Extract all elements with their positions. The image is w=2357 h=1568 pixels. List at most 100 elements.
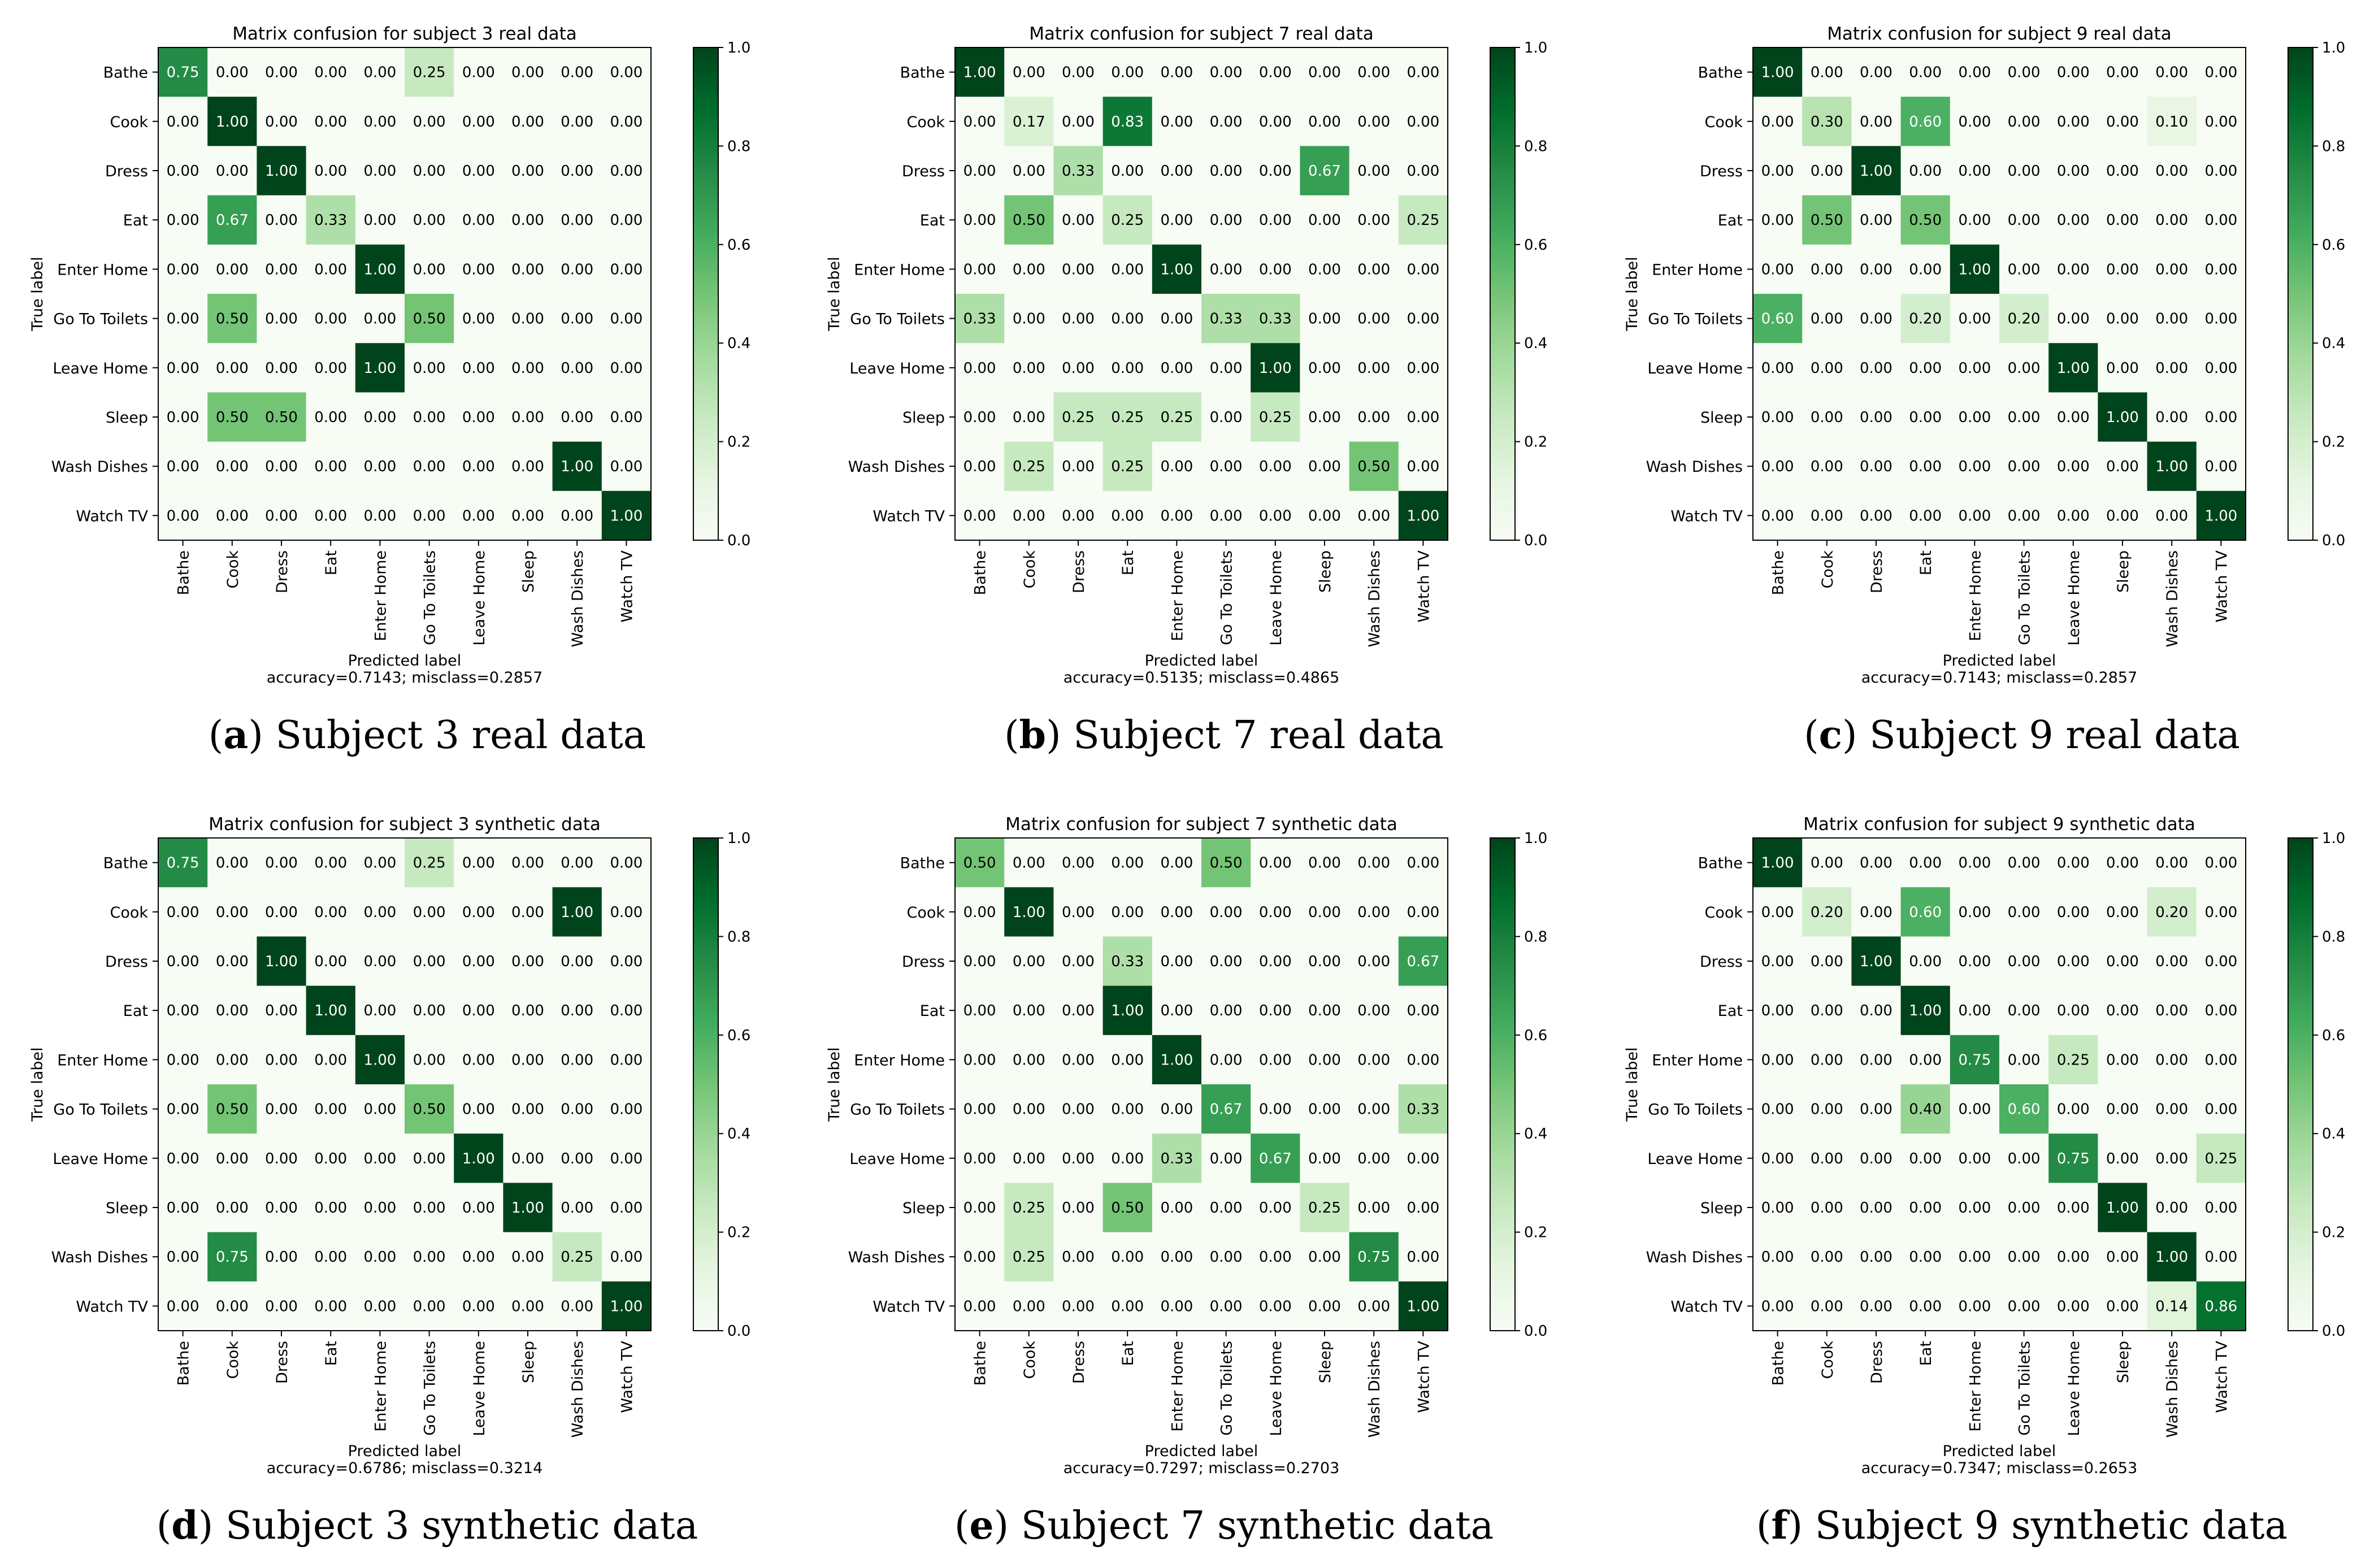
heatmap-cell	[158, 195, 208, 245]
cell-value-label: 0.00	[1357, 212, 1390, 229]
cell-value-label: 0.00	[1860, 904, 1892, 921]
heatmap-cell	[454, 1232, 503, 1282]
cell-value-label: 0.00	[265, 507, 298, 524]
cell-value-label: 0.00	[1062, 1298, 1095, 1315]
cell-value-label: 0.00	[2106, 507, 2139, 524]
cell-value-label: 0.00	[167, 458, 199, 475]
cell-value-label: 0.00	[1407, 1150, 1439, 1167]
cell-value-label: 0.00	[1308, 409, 1341, 426]
heatmap-cell	[257, 294, 307, 344]
cell-value-label: 0.00	[1062, 212, 1095, 229]
cell-value-label: 0.00	[1761, 1101, 1794, 1118]
cell-value-label: 0.00	[963, 1298, 996, 1315]
cell-value-label: 0.00	[963, 904, 996, 921]
heatmap-cell	[1053, 1133, 1104, 1183]
heatmap-cell	[1802, 1133, 1852, 1183]
heatmap-cell	[2147, 1232, 2197, 1282]
cell-value-label: 0.00	[1308, 360, 1341, 377]
heatmap-cell	[2048, 294, 2098, 344]
cell-value-label: 0.00	[363, 64, 396, 81]
cell-value-label: 0.25	[1407, 212, 1439, 229]
cell-value-label: 0.00	[1160, 1200, 1193, 1217]
cell-value-label: 0.33	[1407, 1101, 1439, 1118]
heatmap-cell	[503, 838, 553, 888]
cell-value-label: 0.00	[610, 114, 643, 131]
heatmap-cell	[158, 146, 208, 196]
cell-value-label: 0.00	[167, 360, 199, 377]
heatmap-cell	[306, 887, 356, 937]
cell-value-label: 0.00	[1407, 1200, 1439, 1217]
cell-value-label: 0.00	[1761, 163, 1794, 180]
heatmap-cell	[158, 1133, 208, 1183]
heatmap-cell	[1950, 985, 2000, 1036]
cell-value-label: 0.00	[265, 1298, 298, 1315]
heatmap-cell	[1251, 490, 1300, 541]
cell-value-label: 0.00	[2106, 311, 2139, 328]
heatmap-cell	[1053, 1183, 1104, 1233]
cell-value-label: 0.00	[1308, 1002, 1341, 1019]
heatmap-cell	[2048, 1183, 2098, 1233]
cell-value-label: 0.00	[2204, 360, 2237, 377]
cell-value-label: 0.00	[216, 458, 249, 475]
heatmap-cell	[207, 343, 257, 393]
heatmap-cell	[1398, 887, 1448, 937]
y-tick-label: Cook	[1704, 904, 1743, 922]
cell-value-label: 0.00	[2204, 1002, 2237, 1019]
cell-value-label: 0.00	[462, 1002, 495, 1019]
y-tick-label: Cook	[906, 904, 945, 922]
heatmap-cell	[1398, 244, 1448, 294]
heatmap-cell	[1398, 1183, 1448, 1233]
heatmap-cell	[2048, 1232, 2098, 1282]
x-tick-label: Eat	[323, 550, 340, 575]
heatmap-cell	[306, 490, 356, 541]
heatmap-cell	[1251, 1232, 1300, 1282]
cell-value-label: 0.00	[1958, 507, 1991, 524]
cell-value-label: 0.00	[2008, 1150, 2041, 1167]
cell-value-label: 0.00	[1308, 458, 1341, 475]
cell-value-label: 0.00	[1860, 855, 1892, 872]
heatmap-cell	[503, 195, 553, 245]
heatmap-cell	[1999, 1133, 2049, 1183]
cell-value-label: 0.00	[1860, 458, 1892, 475]
cell-value-label: 0.00	[1111, 1249, 1144, 1266]
cell-value-label: 0.25	[1308, 1200, 1341, 1217]
cell-value-label: 0.00	[511, 1101, 544, 1118]
colorbar-tick-label: 0.2	[727, 1224, 750, 1241]
chart-title: Matrix confusion for subject 3 real data	[232, 24, 577, 44]
heatmap-cell	[1152, 47, 1202, 97]
heatmap-cell	[1152, 195, 1202, 245]
heatmap-cell	[1999, 490, 2049, 541]
x-tick-label: Sleep	[2115, 1341, 2132, 1383]
cell-value-label: 0.00	[1357, 163, 1390, 180]
heatmap-cell	[1349, 1035, 1399, 1085]
cell-value-label: 0.00	[1860, 1150, 1892, 1167]
cell-value-label: 1.00	[2106, 409, 2139, 426]
colorbar-tick-label: 0.6	[727, 237, 750, 254]
heatmap-cell	[1753, 838, 1803, 888]
heatmap-cell	[1300, 1133, 1350, 1183]
cell-value-label: 0.00	[413, 114, 446, 131]
heatmap-cell	[1398, 1281, 1448, 1331]
heatmap-cell	[1398, 1133, 1448, 1183]
heatmap-cell	[1102, 47, 1153, 97]
heatmap-cell	[601, 343, 652, 393]
heatmap-cell	[207, 1133, 257, 1183]
y-tick-label: Cook	[906, 114, 945, 131]
cell-value-label: 0.00	[2106, 212, 2139, 229]
heatmap-cell	[955, 195, 1005, 245]
heatmap-cell	[1152, 936, 1202, 987]
heatmap-cell	[306, 441, 356, 492]
heatmap-cell	[1900, 244, 1951, 294]
cell-value-label: 1.00	[1761, 855, 1794, 872]
y-tick-label: Eat	[920, 1002, 945, 1020]
y-tick-label: Bathe	[1698, 64, 1743, 82]
heatmap-cell	[1251, 1035, 1300, 1085]
heatmap-cell	[955, 146, 1005, 196]
x-tick-label: Dress	[274, 550, 291, 593]
x-tick-label: Bathe	[972, 550, 989, 595]
cell-value-label: 0.00	[1958, 1101, 1991, 1118]
cell-value-label: 0.86	[2204, 1298, 2237, 1315]
cell-value-label: 0.00	[1160, 1298, 1193, 1315]
cell-value-label: 0.00	[1407, 1002, 1439, 1019]
cell-value-label: 0.00	[363, 311, 396, 328]
